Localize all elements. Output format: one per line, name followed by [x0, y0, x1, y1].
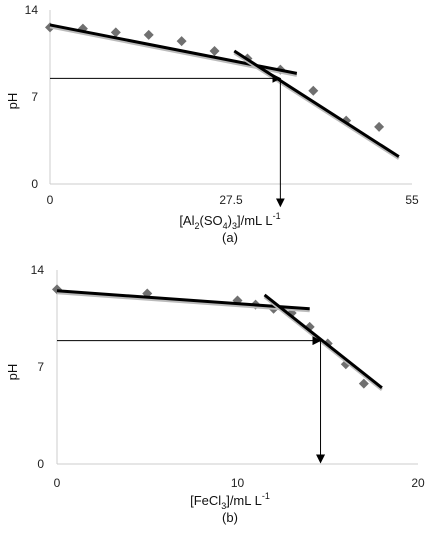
trend-line-shadow: [56, 291, 310, 313]
x-tick-label: 27.5: [219, 193, 243, 207]
x-tick-label: 20: [411, 476, 425, 490]
data-point: [209, 46, 220, 57]
panel-label-b: (b): [222, 510, 238, 525]
data-point: [143, 29, 154, 40]
chart-b: pH [FeCl3]/mL L-1 (b) 0 7 14 0 10 20: [5, 263, 425, 525]
y-tick-label: 14: [31, 263, 45, 277]
data-point: [358, 378, 369, 389]
x-axis-label: [FeCl3]/mL L-1: [190, 491, 270, 511]
trend-line-shadow: [233, 51, 400, 160]
y-tick-label: 14: [25, 3, 39, 17]
y-tick-label: 7: [31, 90, 38, 104]
y-axis-label: pH: [5, 93, 20, 110]
trend-line: [263, 293, 383, 389]
data-point: [176, 36, 187, 47]
y-tick-label: 7: [37, 360, 44, 374]
x-tick-label: 0: [54, 476, 61, 490]
y-axis-label: pH: [5, 364, 20, 381]
x-axis-label: [Al2(SO4)3]/mL L-1: [179, 211, 280, 231]
trend-line-shadow: [263, 295, 383, 391]
chart-a: pH [Al2(SO4)3]/mL L-1 (a) 0 7 14 0 27.5 55: [5, 3, 419, 245]
data-point: [308, 85, 319, 96]
y-tick-label: 0: [31, 177, 38, 191]
data-point: [110, 27, 121, 38]
data-point: [374, 121, 385, 132]
x-tick-label: 0: [47, 193, 54, 207]
trend-line: [56, 289, 310, 311]
trend-line: [233, 49, 400, 158]
y-tick-label: 0: [37, 457, 44, 471]
x-tick-label: 10: [231, 476, 245, 490]
panel-label-a: (a): [222, 230, 238, 245]
x-tick-label: 55: [405, 193, 419, 207]
